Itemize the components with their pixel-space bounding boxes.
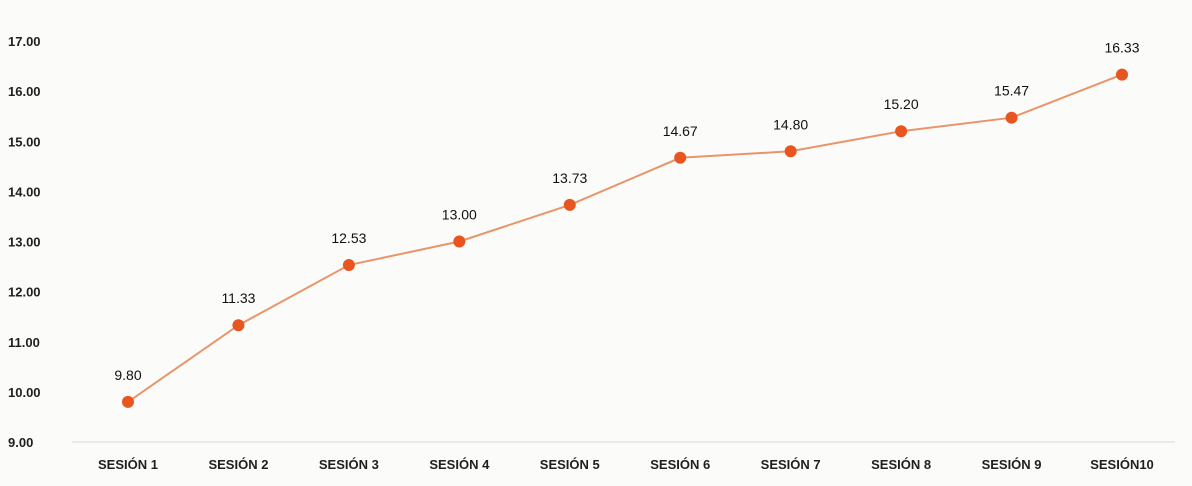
y-tick-label: 9.00 <box>8 435 33 450</box>
y-tick-label: 15.00 <box>8 134 41 149</box>
data-label: 14.80 <box>773 116 808 132</box>
x-axis-labels: SESIÓN 1 SESIÓN 2 SESIÓN 3 SESIÓN 4 SESIÓN 5… <box>98 457 1154 472</box>
data-point <box>1116 68 1128 81</box>
data-point <box>342 259 355 272</box>
data-label: 9.80 <box>114 367 141 383</box>
series-layer: 9.80 11.33 12.53 13.00 13.73 14.67 14.80 15.20 1… <box>114 40 1140 408</box>
y-tick-label: 10.00 <box>8 385 41 400</box>
series-line <box>127 73 1123 403</box>
y-tick-label: 14.00 <box>8 184 41 199</box>
x-tick-label: SESIÓN 3 <box>319 457 379 472</box>
data-label: 16.33 <box>1104 40 1139 56</box>
y-tick-label: 13.00 <box>8 235 41 250</box>
data-point <box>784 145 797 158</box>
y-axis-ticks: 9.00 10.00 11.00 12.00 13.00 14.00 15.00 16.00 1… <box>8 34 41 450</box>
y-tick-label: 12.00 <box>8 285 41 300</box>
data-label: 11.33 <box>221 290 255 306</box>
data-point <box>563 198 576 211</box>
y-tick-label: 16.00 <box>8 84 41 99</box>
y-tick-label: 11.00 <box>8 335 40 350</box>
data-label: 12.53 <box>331 230 366 246</box>
x-tick-label: SESIÓN 1 <box>98 457 158 472</box>
data-point <box>453 235 466 248</box>
data-point <box>895 125 908 138</box>
data-point <box>674 151 687 164</box>
data-point <box>232 319 245 332</box>
data-point <box>122 395 134 408</box>
x-tick-label: SESIÓN 7 <box>761 457 821 472</box>
x-tick-label: SESIÓN 9 <box>982 457 1042 472</box>
data-label: 13.00 <box>442 207 477 223</box>
data-label: 15.20 <box>884 96 919 112</box>
x-tick-label: SESIÓN10 <box>1090 457 1154 472</box>
x-tick-label: SESIÓN 2 <box>208 457 268 472</box>
data-point <box>1005 111 1018 124</box>
data-label: 15.47 <box>994 83 1029 99</box>
y-tick-label: 17.00 <box>8 34 41 49</box>
data-label: 14.67 <box>663 123 698 139</box>
x-tick-label: SESIÓN 6 <box>650 457 710 472</box>
x-tick-label: SESIÓN 8 <box>871 457 931 472</box>
x-tick-label: SESIÓN 5 <box>540 457 600 472</box>
x-tick-label: SESIÓN 4 <box>429 457 490 472</box>
data-label: 13.73 <box>552 170 587 186</box>
